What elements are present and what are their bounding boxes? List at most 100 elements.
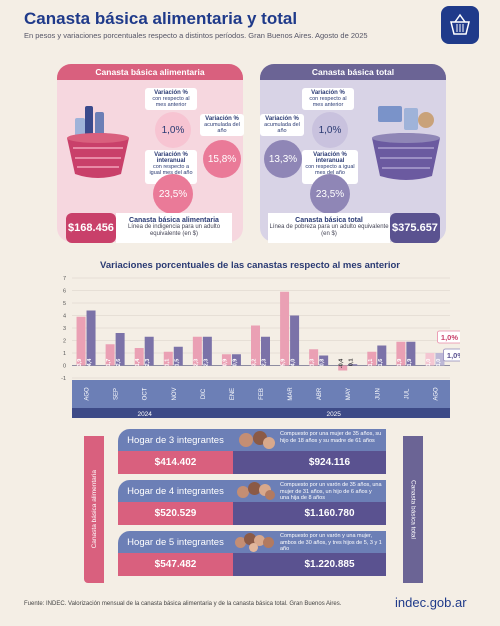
bar-cbt [173, 346, 183, 366]
y-tick-label: 4 [63, 314, 66, 320]
y-tick-label: 0 [63, 364, 66, 370]
bar-value-label: 3,9 [77, 359, 83, 367]
bar-cbt [115, 333, 125, 366]
goods-basket-icon [372, 106, 440, 180]
callout-cba-label: 1,0% [441, 333, 458, 342]
bar-cbt [377, 345, 387, 366]
callout-cbt-label: 1,0% [447, 351, 460, 360]
hogar-name: Hogar de 3 integrantes [118, 429, 233, 451]
hogar-cba-value: $520.529 [118, 502, 233, 525]
bar-cbt [202, 336, 212, 366]
hogar-name: Hogar de 4 integrantes [118, 480, 233, 502]
bar-value-label: 1,0 [426, 359, 432, 367]
bar-value-label: 1,1 [164, 359, 170, 367]
bar-value-label: 2,6 [116, 359, 122, 367]
bar-value-label: 2,3 [203, 359, 209, 367]
x-tick-label: SEP [114, 388, 120, 400]
cba-var-month-label: Variación % con respecto al mes anterior [145, 88, 197, 110]
cbt-var-inter-value: 23,5% [310, 174, 350, 214]
bar-cbt [406, 341, 416, 366]
bar-cba [425, 353, 435, 366]
hogar-name: Hogar de 5 integrantes [118, 531, 233, 553]
hogar-card-5: Hogar de 5 integrantes $547.482 Compuest… [118, 531, 386, 576]
callout-cba-box [437, 330, 460, 344]
x-tick-label: OCT [143, 387, 149, 400]
bar-cbt [319, 355, 329, 366]
bar-cba [367, 351, 377, 366]
cbt-var-acum-value: 13,3% [264, 140, 302, 178]
cbt-var-month-value: 1,0% [312, 112, 348, 148]
x-tick-label: FEB [259, 388, 265, 400]
year-label-2024: 2024 [137, 411, 152, 418]
hogar-cba-value: $414.402 [118, 451, 233, 474]
x-tick-label: AGO [85, 387, 91, 401]
bar-value-label: 4,0 [291, 359, 297, 367]
cbt-amount: $375.657 [390, 213, 440, 243]
bar-cba [396, 341, 406, 366]
hogar-cbt-value: $1.220.885 [233, 553, 386, 576]
bar-value-label: 1,4 [135, 358, 141, 367]
bar-value-label: 4,4 [87, 358, 93, 367]
bar-value-label: 1,5 [174, 359, 180, 367]
cbt-var-acum-label: Variación % acumulada del año [260, 114, 304, 136]
cba-panel-title: Canasta básica alimentaria [57, 64, 243, 80]
indec-brand-link[interactable]: indec.gob.ar [395, 595, 467, 610]
bar-cba [192, 336, 202, 366]
month-axis-band [72, 380, 450, 408]
bar-value-label: 1,7 [106, 359, 112, 367]
cba-var-acum-label: Variación % acumulada del año [200, 114, 244, 136]
bar-value-label: -0,4 [339, 358, 345, 368]
bar-cba [338, 365, 348, 371]
bar-value-label: 0,1 [349, 358, 355, 366]
bar-value-label: 1,9 [407, 359, 413, 367]
cba-var-month-value: 1,0% [155, 112, 191, 148]
bar-cbt [144, 336, 154, 366]
year-axis-band [72, 408, 450, 418]
cba-var-inter-value: 23,5% [153, 174, 193, 214]
family-photo-icon [233, 429, 276, 451]
bar-value-label: 1,1 [368, 359, 374, 367]
bar-cba [251, 325, 260, 366]
bar-value-label: 1,9 [397, 359, 403, 367]
y-tick-label: -1 [61, 376, 66, 382]
y-tick-label: 1 [63, 351, 66, 357]
hogar-card-4: Hogar de 4 integrantes $520.529 Compuest… [118, 480, 386, 525]
x-tick-label: JUN [375, 388, 381, 400]
hogar-description: Compuesto por un varón y una mujer, ambo… [276, 531, 386, 553]
x-tick-label: ABR [317, 387, 323, 400]
hogar-card-3: Hogar de 3 integrantes $414.402 Compuest… [118, 429, 386, 474]
year-label-2025: 2025 [326, 411, 341, 418]
bar-cbt [261, 336, 270, 366]
family-photo-icon [233, 480, 276, 502]
bar-cba [163, 351, 173, 366]
y-tick-label: 7 [63, 276, 66, 282]
hogar-cbt-value: $1.160.780 [233, 502, 386, 525]
bar-value-label: 3,2 [252, 359, 258, 367]
hogar-description: Compuesto por un varón de 35 años, una m… [276, 480, 386, 502]
bar-cba [280, 291, 290, 366]
bar-value-label: 1,3 [310, 359, 316, 367]
cbt-var-month-label: Variación % con respecto al mes anterior [302, 88, 354, 110]
bar-cba [309, 349, 319, 366]
page-subtitle: En pesos y variaciones porcentuales resp… [24, 31, 368, 40]
bar-value-label: 5,9 [281, 359, 287, 367]
x-tick-label: AGO [433, 387, 439, 401]
bar-value-label: 0,8 [320, 359, 326, 367]
bar-cbt [290, 315, 300, 366]
callout-cbt-box [443, 348, 460, 362]
y-tick-label: 5 [63, 301, 66, 307]
bar-value-label: 2,3 [193, 359, 199, 367]
x-tick-label: ENE [230, 388, 236, 400]
y-tick-label: 3 [63, 326, 66, 332]
bar-value-label: 0,9 [232, 359, 238, 367]
cbt-panel-title: Canasta básica total [260, 64, 446, 80]
cba-panel: Canasta básica alimentaria Variación % co… [57, 64, 244, 242]
side-label-cba: Canasta básica alimentaria [84, 436, 104, 583]
cbt-panel: Canasta básica total Variación % con resp… [260, 64, 446, 242]
x-tick-label: MAY [346, 388, 352, 401]
bar-cba [134, 348, 144, 366]
variation-bar-chart: 7 6 5 4 3 2 1 0 -1 3,9 4,4 AGO 1,7 2,6 SEP 1,4 2,3 OCT 1,1… [61, 276, 460, 418]
bar-cbt [435, 353, 445, 366]
bar-value-label: 1,0 [436, 359, 442, 367]
bar-value-label: 1,6 [378, 359, 384, 367]
